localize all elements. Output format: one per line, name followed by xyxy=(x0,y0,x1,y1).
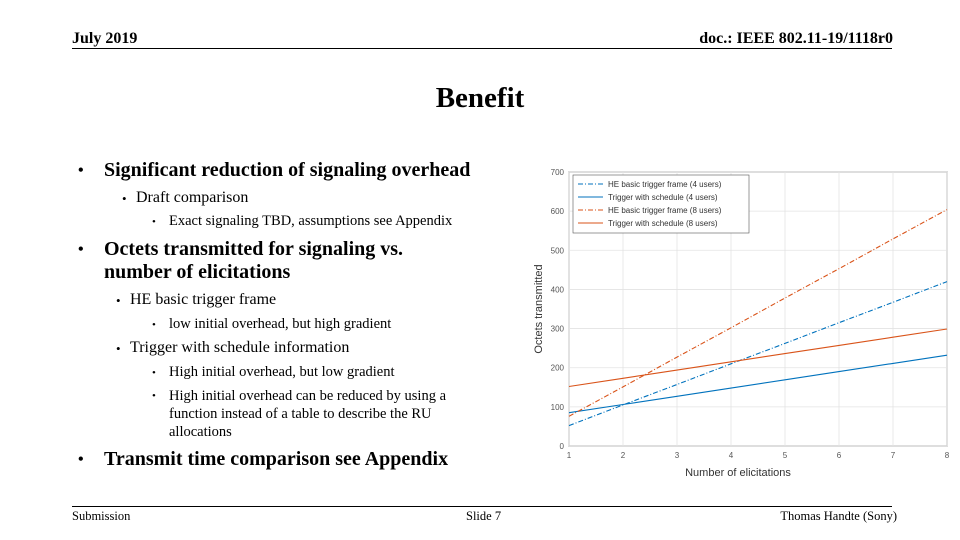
y-tick-label: 700 xyxy=(551,168,565,177)
y-tick-label: 400 xyxy=(551,285,565,294)
bullet-level3: • High initial overhead can be reduced b… xyxy=(152,387,446,441)
x-axis-label: Number of elicitations xyxy=(685,467,791,479)
x-tick-label: 1 xyxy=(567,451,572,460)
bullet-level1: • Octets transmitted for signaling vs. n… xyxy=(72,238,403,284)
x-tick-label: 6 xyxy=(837,451,842,460)
legend-entry: Trigger with schedule (4 users) xyxy=(608,193,718,202)
bullet-level2: • Draft comparison xyxy=(122,189,248,208)
y-tick-label: 200 xyxy=(551,364,565,373)
chart: 1 2 3 4 5 6 7 8 0 100 200 300 400 500 600 700 Number of … xyxy=(532,160,956,490)
footer-rule xyxy=(72,506,892,507)
bullet-text: Draft comparison xyxy=(136,189,249,206)
series-line xyxy=(568,281,948,427)
bullet-dot: • xyxy=(122,191,127,206)
bullet-text: Trigger with schedule information xyxy=(130,339,350,356)
legend-entry: HE basic trigger frame (8 users) xyxy=(608,206,722,215)
bullet-text-line: allocations xyxy=(169,424,232,440)
footer-submission: Submission xyxy=(72,509,131,523)
bullet-dot: • xyxy=(78,162,84,179)
x-tick-label: 8 xyxy=(945,451,950,460)
bullet-dot: • xyxy=(152,390,156,402)
bullet-dot: • xyxy=(78,451,84,468)
y-tick-label: 0 xyxy=(560,442,565,451)
y-axis-label: Octets transmitted xyxy=(533,264,545,353)
line-chart: 1 2 3 4 5 6 7 8 0 100 200 300 400 500 600 700 Number of … xyxy=(533,168,950,479)
bullet-text: Exact signaling TBD, assumptions see App… xyxy=(169,213,453,229)
bullet-level3: • High initial overhead, but low gradien… xyxy=(152,364,395,382)
slide-title: Benefit xyxy=(435,82,525,114)
x-tick-label: 4 xyxy=(729,451,734,460)
bullet-dot: • xyxy=(116,341,121,356)
x-tick-label: 2 xyxy=(621,451,626,460)
bullet-text: Octets transmitted for signaling vs. num… xyxy=(104,238,403,284)
bullet-dot: • xyxy=(78,241,84,258)
bullet-text: Significant reduction of signaling overh… xyxy=(104,159,471,181)
header-rule xyxy=(72,48,892,49)
bullet-level1: • Transmit time comparison see Appendix xyxy=(72,448,448,472)
bullet-dot: • xyxy=(152,216,156,228)
bullet-text: High initial overhead, but low gradient xyxy=(169,364,395,380)
bullet-text-line: High initial overhead can be reduced by … xyxy=(169,388,447,404)
y-tick-label: 600 xyxy=(551,207,565,216)
bullet-level3: • Exact signaling TBD, assumptions see A… xyxy=(152,213,452,231)
bullet-level1: • Significant reduction of signaling ove… xyxy=(72,159,470,183)
bullet-text: Transmit time comparison see Appendix xyxy=(104,448,449,470)
header-date: July 2019 xyxy=(72,30,138,47)
series-line xyxy=(568,328,948,388)
y-tick-label: 500 xyxy=(551,246,565,255)
series-line xyxy=(568,354,948,414)
x-tick-label: 3 xyxy=(675,451,680,460)
footer-author: Thomas Handte (Sony) xyxy=(780,509,897,523)
bullet-text: High initial overhead can be reduced by … xyxy=(169,387,446,441)
series-line xyxy=(568,209,948,417)
legend-entry: HE basic trigger frame (4 users) xyxy=(608,180,722,189)
bullet-level2: • HE basic trigger frame xyxy=(116,291,276,310)
bullet-text-line: Octets transmitted for signaling vs. xyxy=(104,238,404,260)
header-doc-id: doc.: IEEE 802.11-19/1118r0 xyxy=(699,30,893,47)
legend-entry: Trigger with schedule (8 users) xyxy=(608,219,718,228)
x-tick-label: 5 xyxy=(783,451,788,460)
bullet-text-line: number of elicitations xyxy=(104,261,291,283)
x-tick-label: 7 xyxy=(891,451,896,460)
bullet-level3: • low initial overhead, but high gradien… xyxy=(152,316,391,334)
y-tick-label: 100 xyxy=(551,403,565,412)
bullet-text-line: function instead of a table to describe … xyxy=(169,406,432,422)
bullet-dot: • xyxy=(152,367,156,379)
y-tick-label: 300 xyxy=(551,325,565,334)
bullet-text: low initial overhead, but high gradient xyxy=(169,316,392,332)
bullet-text: HE basic trigger frame xyxy=(130,291,277,308)
bullet-dot: • xyxy=(152,319,156,331)
footer-slide-number: Slide 7 xyxy=(466,509,502,523)
bullet-level2: • Trigger with schedule information xyxy=(116,339,349,358)
bullet-dot: • xyxy=(116,293,121,308)
